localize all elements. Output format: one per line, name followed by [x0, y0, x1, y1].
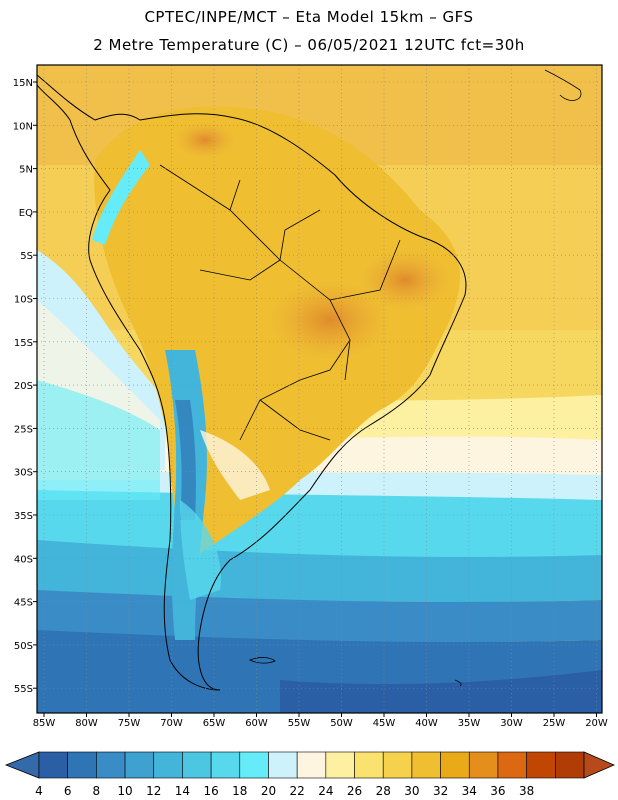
longitude-label: 70W: [160, 718, 183, 729]
latitude-label: 25S: [14, 424, 33, 435]
latitude-label: 10N: [13, 121, 33, 132]
chart-title-line-2: 2 Metre Temperature (C) – 06/05/2021 12U…: [93, 36, 525, 54]
colorbar-tick-label: 32: [433, 784, 448, 798]
colorbar-tick-label: 24: [318, 784, 333, 798]
colorbar-arrow-left: [4, 751, 40, 779]
longitude-label: 65W: [203, 718, 226, 729]
colorbar-tick-label: 16: [203, 784, 218, 798]
longitude-label: 60W: [245, 718, 268, 729]
latitude-label: EQ: [19, 208, 33, 219]
colorbar-swatch: [38, 751, 68, 779]
colorbar-tick-label: 8: [93, 784, 101, 798]
colorbar-tick-label: 38: [519, 784, 534, 798]
longitude-label: 50W: [330, 718, 353, 729]
latitude-label: 55S: [14, 684, 33, 695]
colorbar-tick-label: 18: [232, 784, 247, 798]
latitude-label: 15N: [13, 78, 33, 89]
colorbar-tick-label: 30: [404, 784, 419, 798]
colorbar-tick-label: 26: [347, 784, 362, 798]
longitude-label: 75W: [118, 718, 141, 729]
latitude-label: 15S: [14, 338, 33, 349]
colorbar-swatch: [325, 751, 355, 779]
latitude-label: 30S: [14, 468, 33, 479]
latitude-label: 20S: [14, 381, 33, 392]
south-georgia: [454, 679, 462, 687]
colorbar-tick-label: 36: [490, 784, 505, 798]
colorbar-swatch: [124, 751, 155, 779]
coastline: [37, 74, 467, 691]
longitude-label: 45W: [373, 718, 396, 729]
colorbar-tick-label: 12: [146, 784, 161, 798]
colorbar-swatch: [268, 751, 298, 779]
colorbar-swatch: [182, 751, 212, 779]
colorbar-swatch: [555, 751, 585, 779]
colorbar: 4 6 8 10 12 14 16 18 20 22 24 26 28 30 32 34 36 38: [4, 751, 616, 798]
colorbar-swatch: [67, 751, 97, 779]
chart-title-line-1: CPTEC/INPE/MCT – Eta Model 15km – GFS: [144, 8, 474, 26]
longitude-label: 35W: [458, 718, 481, 729]
latitude-label: 5S: [20, 251, 33, 262]
colorbar-swatch: [382, 751, 413, 779]
colorbar-tick-label: 6: [64, 784, 72, 798]
longitude-label: 85W: [33, 718, 56, 729]
longitude-label: 80W: [75, 718, 98, 729]
colorbar-swatch: [354, 751, 384, 779]
colorbar-swatch: [239, 751, 269, 779]
field-band-4: [280, 670, 602, 713]
colorbar-tick-label: 14: [175, 784, 190, 798]
latitude-label: 35S: [14, 511, 33, 522]
political-borders: [159, 164, 401, 441]
colorbar-tick-label: 20: [261, 784, 276, 798]
field-hotspot-center: [270, 280, 390, 360]
longitude-label: 30W: [500, 718, 523, 729]
latitude-axis: 15N 10N 5N EQ 5S 10S 15S 20S 25S 30S 35S 40S 45S 50S 5…: [13, 78, 33, 695]
field-andes-north: [92, 150, 150, 245]
axis-ticks: [33, 81, 597, 717]
latitude-label: 5N: [19, 165, 33, 176]
field-hotspot-east: [360, 250, 450, 310]
colorbar-swatch: [497, 751, 527, 779]
longitude-label: 20W: [585, 718, 608, 729]
longitude-label: 40W: [415, 718, 438, 729]
colorbar-swatch: [526, 751, 556, 779]
colorbar-swatch: [411, 751, 441, 779]
latitude-label: 50S: [14, 641, 33, 652]
colorbar-swatch: [468, 751, 499, 779]
longitude-label: 25W: [543, 718, 566, 729]
latitude-label: 45S: [14, 598, 33, 609]
colorbar-swatch: [153, 751, 183, 779]
longitude-axis: 85W 80W 75W 70W 65W 60W 55W 50W 45W 40W 35W 30W 25W 2…: [33, 718, 608, 729]
falkland-islands: [249, 657, 276, 664]
colorbar-tick-label: 22: [290, 784, 305, 798]
temperature-field: [37, 65, 602, 713]
colorbar-swatch: [440, 751, 470, 779]
field-hotspot-north: [175, 122, 235, 158]
colorbar-arrow-right: [583, 751, 616, 779]
latitude-label: 10S: [14, 295, 33, 306]
longitude-label: 55W: [288, 718, 311, 729]
colorbar-swatch: [296, 751, 327, 779]
graticule: [37, 65, 602, 713]
latitude-label: 40S: [14, 554, 33, 565]
colorbar-tick-label: 34: [462, 784, 477, 798]
caribbean-islands: [544, 69, 582, 101]
map-frame: [36, 64, 603, 714]
colorbar-swatch: [96, 751, 126, 779]
colorbar-swatch: [210, 751, 241, 779]
colorbar-tick-label: 4: [35, 784, 43, 798]
colorbar-tick-label: 28: [376, 784, 391, 798]
colorbar-tick-label: 10: [117, 784, 132, 798]
